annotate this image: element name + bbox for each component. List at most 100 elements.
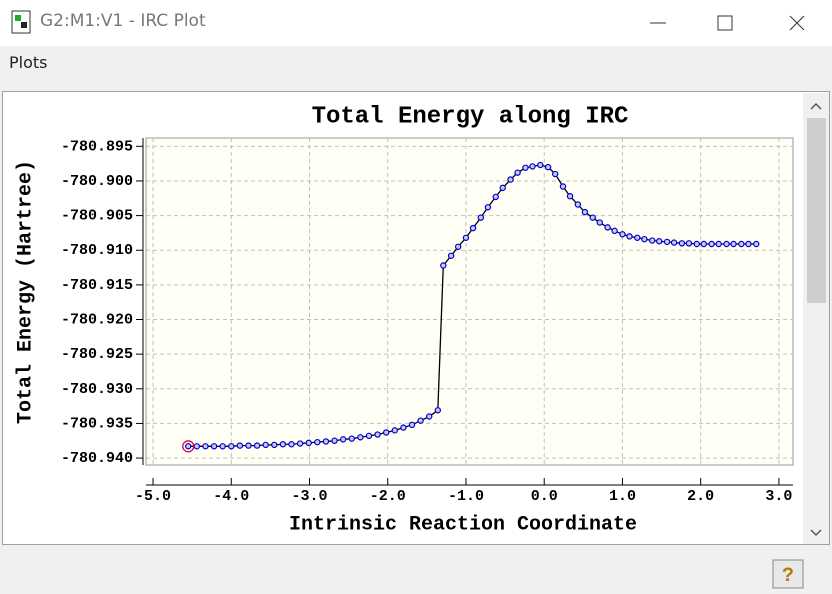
data-point	[426, 413, 433, 420]
data-point	[581, 208, 589, 216]
data-point	[236, 442, 244, 449]
data-point	[219, 443, 226, 450]
data-point	[626, 233, 633, 240]
x-tick-label: 2.0	[687, 488, 714, 505]
data-point	[693, 240, 700, 248]
menu-item[interactable]: Plots	[9, 53, 48, 72]
y-tick-label: -780.905	[61, 208, 133, 225]
x-tick-label: -4.0	[213, 488, 249, 505]
data-point	[454, 243, 462, 250]
data-point	[715, 240, 722, 248]
data-point	[348, 435, 355, 442]
data-point	[574, 201, 582, 208]
data-point	[551, 170, 559, 178]
data-point	[228, 443, 235, 450]
data-point	[641, 235, 648, 243]
data-point	[374, 431, 381, 438]
y-tick-label: -780.900	[61, 173, 133, 190]
x-tick-label: -5.0	[135, 488, 171, 505]
data-point	[417, 417, 424, 424]
data-point	[678, 240, 686, 247]
data-point	[670, 239, 678, 246]
maximize[interactable]	[717, 15, 733, 31]
data-point	[288, 441, 295, 448]
y-tick-label: -780.925	[61, 346, 133, 363]
data-point	[305, 439, 312, 447]
title-bar: G2:M1:V1 - IRC Plot	[0, 0, 832, 46]
data-point	[589, 214, 596, 221]
data-point	[253, 442, 261, 449]
data-point	[382, 429, 390, 436]
help-button[interactable]: ?	[772, 559, 804, 589]
data-point	[507, 176, 514, 183]
data-point	[185, 443, 192, 450]
data-point	[245, 442, 252, 449]
data-point	[656, 238, 663, 245]
data-point	[619, 231, 626, 238]
data-point	[469, 224, 477, 232]
close[interactable]	[789, 15, 805, 31]
window-title: G2:M1:V1 - IRC Plot	[40, 11, 206, 31]
svg-text:?: ?	[782, 565, 794, 588]
data-point	[492, 193, 499, 201]
y-axis-label: Total Energy (Hartree)	[14, 160, 37, 424]
data-point	[559, 183, 567, 190]
app-icon	[11, 10, 31, 34]
x-tick-label: -3.0	[292, 488, 328, 505]
x-tick-label: -1.0	[448, 488, 484, 505]
data-point	[462, 234, 470, 241]
data-point	[357, 434, 364, 441]
data-point	[663, 238, 671, 246]
data-point	[202, 443, 209, 450]
x-tick-label: 3.0	[765, 488, 792, 505]
data-point	[596, 219, 603, 226]
data-point	[477, 214, 485, 221]
data-point	[514, 169, 521, 176]
window-controls	[650, 15, 805, 31]
data-point	[279, 441, 287, 448]
data-point	[484, 204, 492, 211]
y-tick-label: -780.930	[61, 381, 133, 398]
data-point	[708, 240, 715, 248]
data-point	[271, 441, 278, 449]
y-tick-label: -780.895	[61, 138, 133, 155]
chart-title: Total Energy along IRC	[312, 103, 629, 130]
y-tick-label: -780.920	[61, 311, 133, 328]
data-point	[296, 440, 304, 447]
scroll-thumb[interactable]	[807, 118, 826, 303]
data-point	[634, 234, 641, 241]
scrollbar[interactable]	[803, 93, 829, 544]
data-point	[611, 227, 618, 235]
data-point	[408, 421, 416, 429]
data-point	[391, 427, 398, 434]
x-axis-label: Intrinsic Reaction Coordinate	[289, 513, 637, 536]
data-point	[434, 407, 442, 414]
data-point	[604, 224, 611, 231]
data-point	[314, 438, 321, 446]
y-tick-label: -780.910	[61, 242, 133, 259]
menu-bar: Plots	[0, 46, 832, 86]
data-point	[730, 240, 737, 248]
x-tick-label: -2.0	[370, 488, 406, 505]
data-point	[193, 443, 201, 450]
plot-area	[145, 137, 794, 466]
data-point	[753, 240, 760, 248]
x-tick-label: 0.0	[531, 488, 558, 505]
data-point	[544, 163, 552, 171]
data-point	[529, 163, 536, 170]
data-point	[447, 252, 455, 259]
current-point	[182, 440, 195, 453]
y-tick-label: -780.915	[61, 277, 133, 294]
scroll-arrows	[810, 102, 822, 537]
data-point	[685, 240, 693, 247]
data-point	[440, 262, 447, 269]
data-point	[400, 424, 407, 431]
data-point	[322, 438, 330, 445]
data-point	[745, 240, 752, 248]
data-point	[262, 441, 269, 449]
data-point	[537, 161, 544, 169]
data-point	[339, 436, 347, 443]
x-tick-label: 1.0	[609, 488, 636, 505]
data-point	[566, 192, 574, 200]
